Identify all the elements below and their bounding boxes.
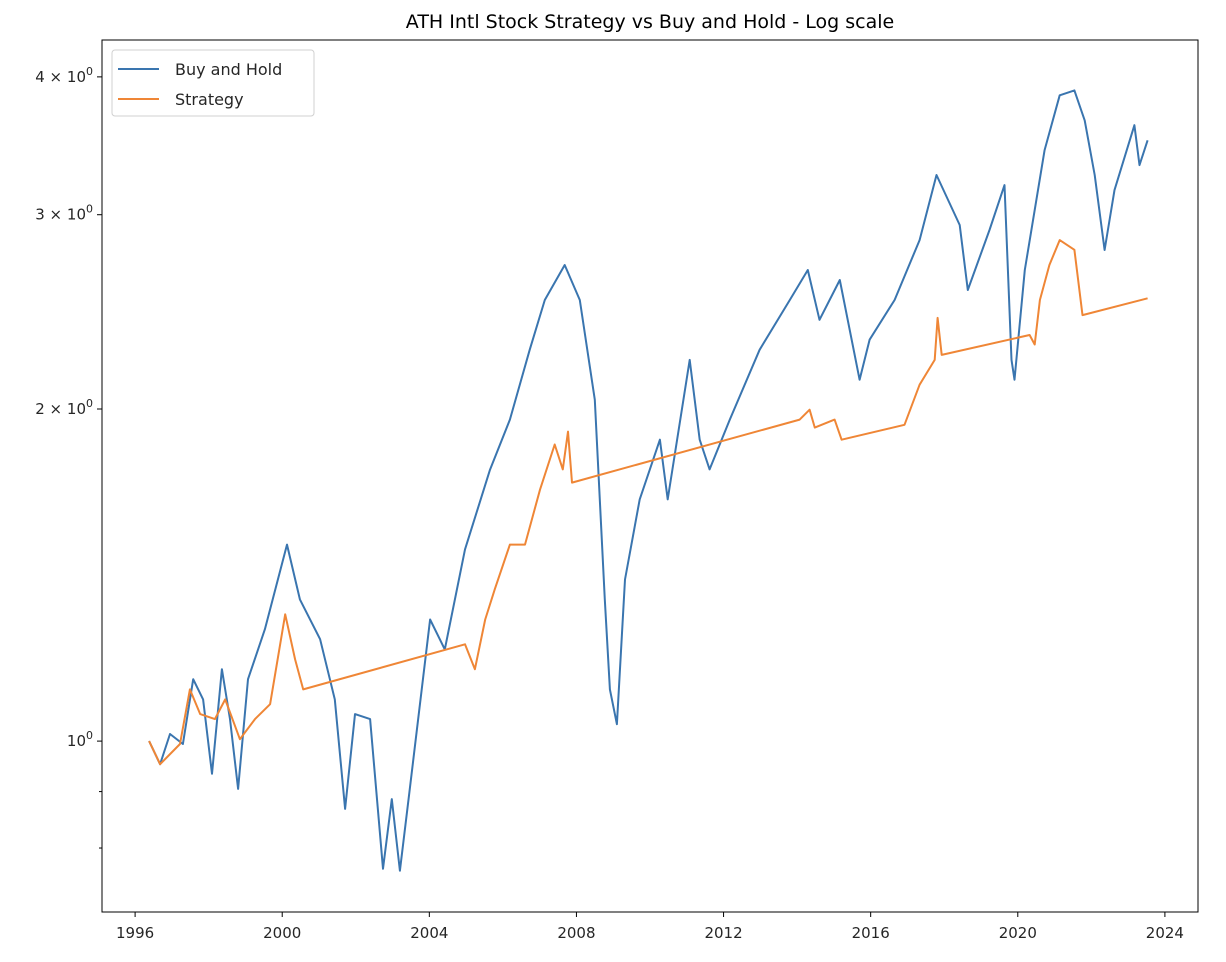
y-tick-label: 3 × 100 xyxy=(35,203,93,224)
legend: Buy and Hold Strategy xyxy=(111,49,315,117)
y-tick-label-base: 4 × 10 xyxy=(35,68,86,86)
x-tick-label: 2016 xyxy=(852,924,890,942)
x-tick-label: 2004 xyxy=(410,924,448,942)
y-tick-label-base: 2 × 10 xyxy=(35,400,86,418)
x-tick-label: 2020 xyxy=(999,924,1037,942)
y-tick-label-base: 10 xyxy=(67,732,86,750)
x-tick-label: 2012 xyxy=(704,924,742,942)
y-tick-label-exponent: 0 xyxy=(86,729,93,742)
x-tick-label: 2000 xyxy=(263,924,301,942)
series-line-buy-and-hold xyxy=(148,89,1149,872)
x-tick-label: 2008 xyxy=(557,924,595,942)
x-tick-label: 2024 xyxy=(1146,924,1184,942)
x-tick-label: 1996 xyxy=(116,924,154,942)
y-tick-label-exponent: 0 xyxy=(86,203,93,216)
series-layer xyxy=(148,89,1149,872)
y-tick-label: 2 × 100 xyxy=(35,397,93,418)
legend-label-strategy: Strategy xyxy=(175,90,244,109)
legend-box xyxy=(111,49,315,117)
y-tick-label-exponent: 0 xyxy=(86,65,93,78)
plot-frame xyxy=(101,39,1199,913)
y-tick-label: 100 xyxy=(67,729,93,750)
y-tick-label-exponent: 0 xyxy=(86,397,93,410)
chart-title: ATH Intl Stock Strategy vs Buy and Hold … xyxy=(406,11,894,33)
series-line-strategy xyxy=(148,239,1148,766)
y-tick-label: 4 × 100 xyxy=(35,65,93,86)
legend-label-buy-and-hold: Buy and Hold xyxy=(175,60,282,79)
x-axis: 1996 2000 2004 2008 2012 2016 2020 2024 xyxy=(116,912,1184,942)
y-tick-label-base: 3 × 10 xyxy=(35,206,86,224)
